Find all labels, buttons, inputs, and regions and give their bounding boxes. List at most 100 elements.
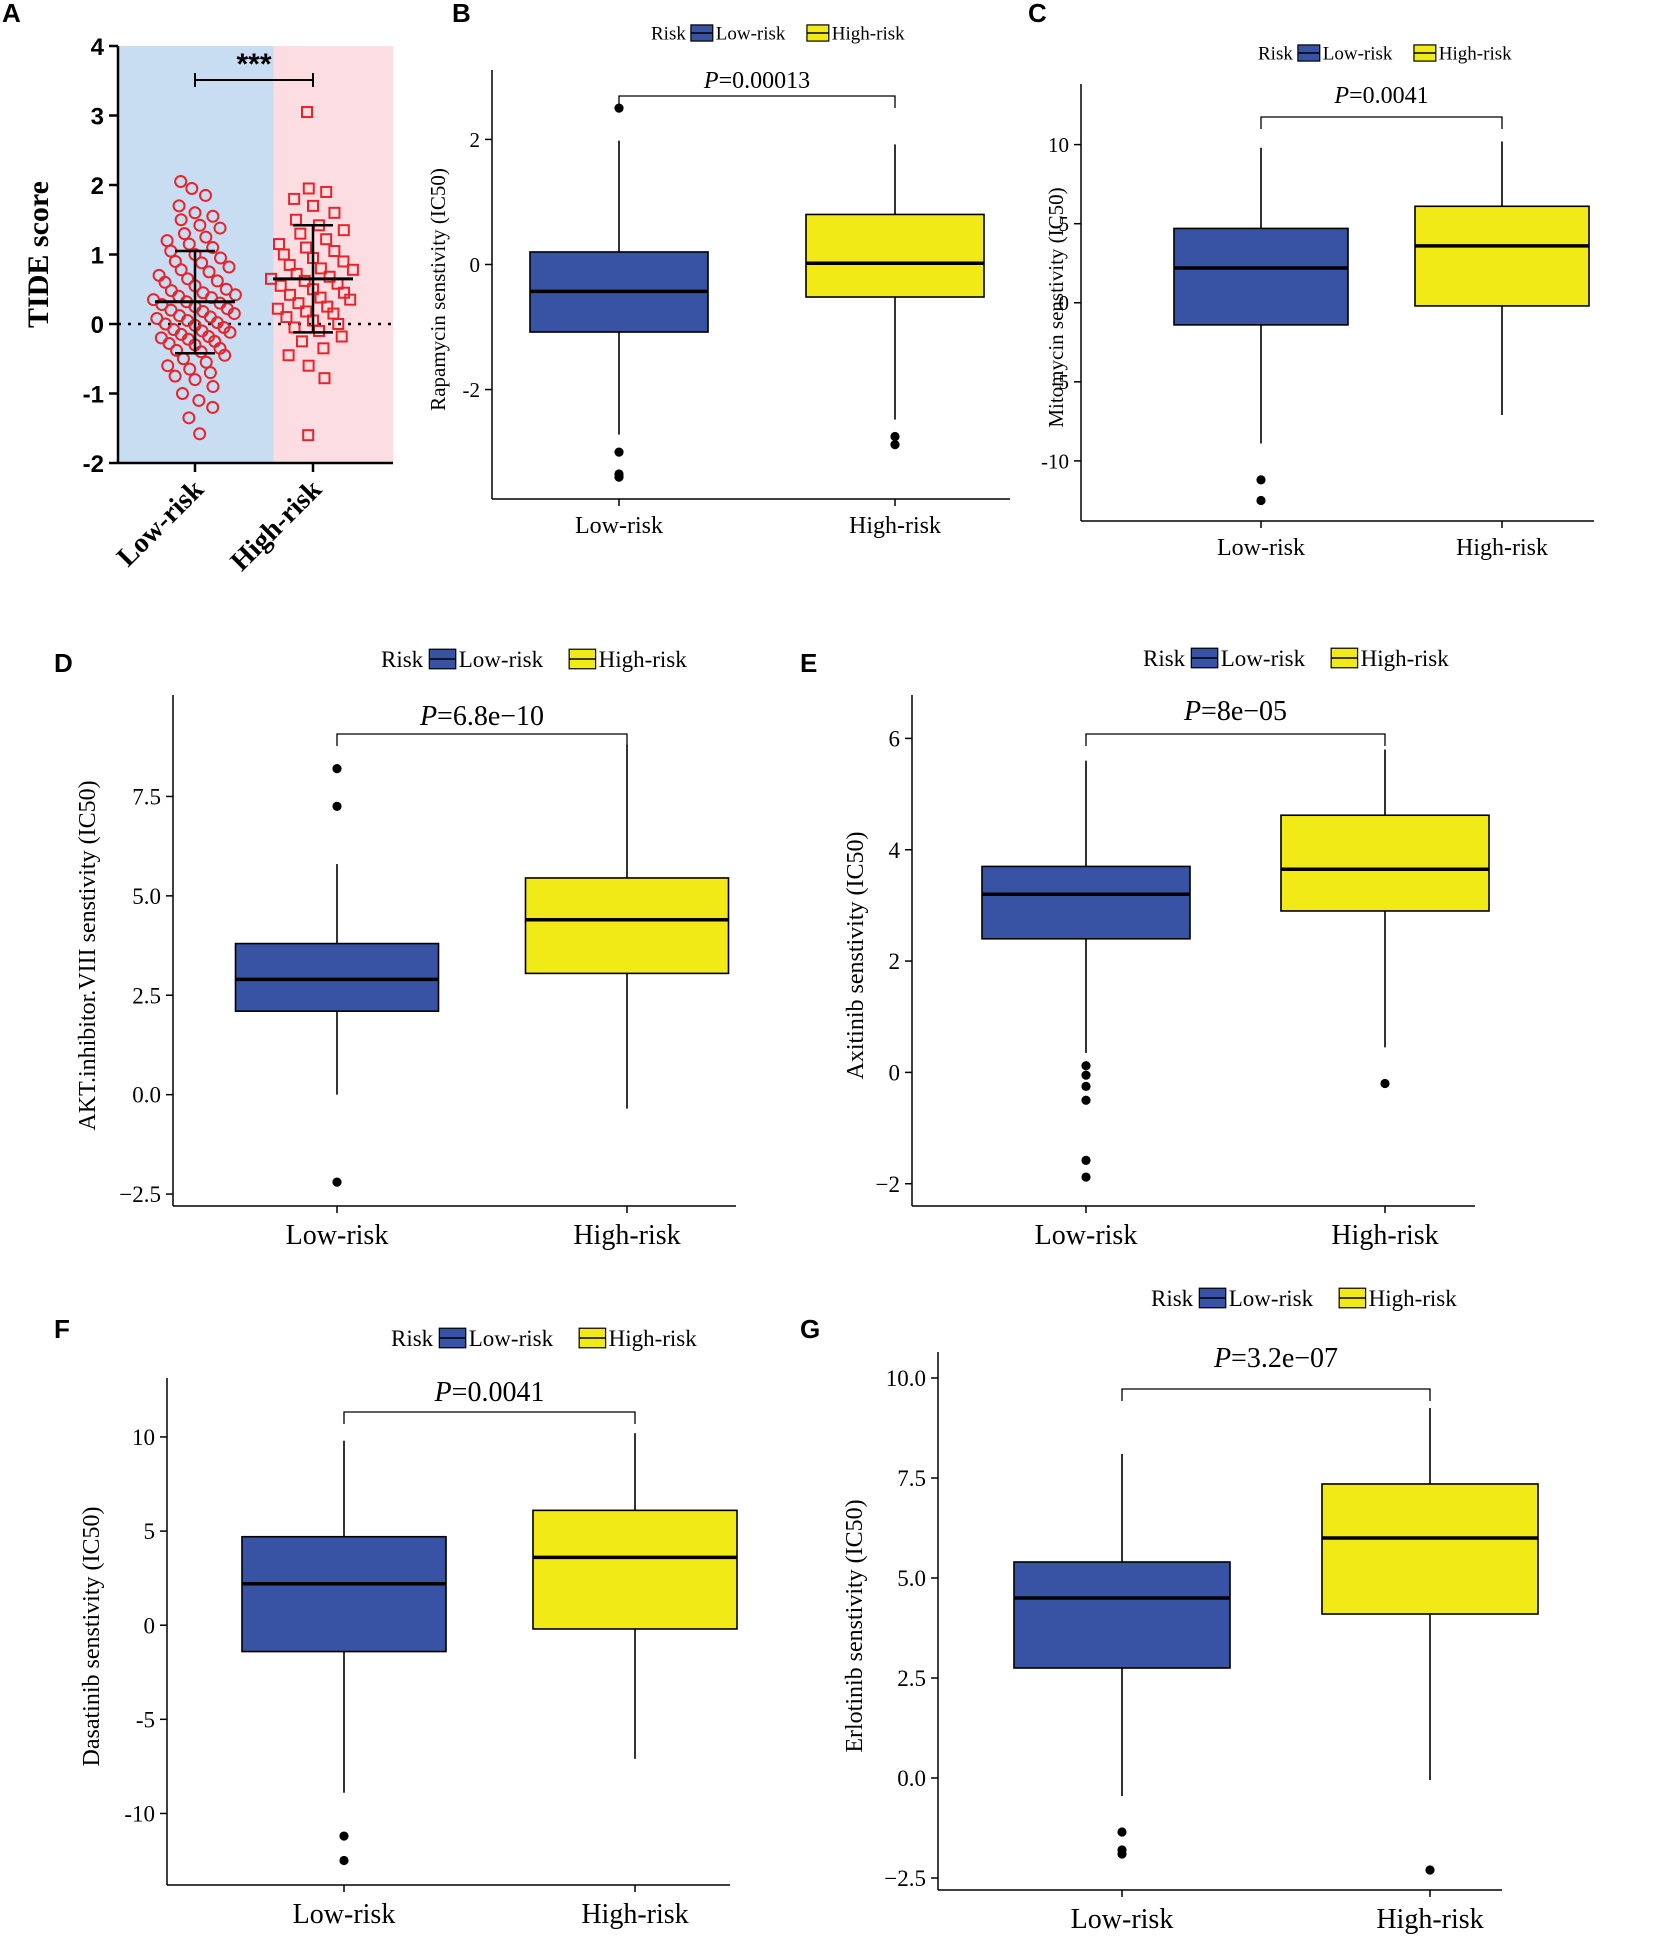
legend-label-high-risk: High-risk bbox=[599, 647, 688, 672]
data-point-low-risk bbox=[203, 366, 217, 380]
bg-high-risk bbox=[273, 46, 393, 463]
y-tick-label: 5 bbox=[1059, 212, 1070, 236]
outlier-point-low-risk bbox=[1117, 1849, 1127, 1859]
outlier-point-high-risk bbox=[1380, 1078, 1390, 1089]
pvalue-bracket bbox=[343, 1411, 636, 1424]
data-point-low-risk bbox=[174, 213, 188, 227]
x-tick-label-high-risk: High-risk bbox=[849, 513, 941, 539]
data-point-low-risk bbox=[174, 263, 188, 277]
box-high-risk bbox=[805, 213, 985, 298]
data-point-low-risk bbox=[158, 275, 172, 289]
box-low-risk bbox=[981, 865, 1191, 940]
y-axis-title: Mitomycin senstivity (IC50) bbox=[1044, 187, 1068, 427]
pvalue-bracket bbox=[1085, 733, 1386, 746]
data-point-high-risk bbox=[328, 245, 341, 258]
data-point-high-risk bbox=[337, 255, 350, 268]
panel-label-a: A bbox=[2, 0, 21, 28]
pvalue-p: P bbox=[419, 701, 437, 732]
y-tick-label: 0.0 bbox=[897, 1766, 926, 1791]
data-point-high-risk bbox=[292, 297, 305, 310]
y-tick-label: -10 bbox=[124, 1802, 155, 1827]
data-point-low-risk bbox=[214, 251, 228, 265]
legend-title: Risk bbox=[381, 647, 424, 672]
y-tick-label: -1 bbox=[83, 382, 104, 409]
data-point-low-risk bbox=[218, 348, 232, 362]
y-tick-label: -2 bbox=[83, 451, 104, 478]
data-point-high-risk bbox=[314, 262, 327, 275]
x-tick-label-high-risk: High-risk bbox=[225, 474, 329, 578]
data-point-high-risk bbox=[320, 233, 333, 246]
data-point-low-risk bbox=[206, 209, 220, 223]
legend-title: Risk bbox=[1151, 1286, 1194, 1311]
data-point-high-risk bbox=[335, 330, 348, 343]
x-tick-label-high-risk: High-risk bbox=[573, 1220, 680, 1251]
data-point-low-risk bbox=[175, 387, 189, 400]
y-tick-label: 10 bbox=[1048, 133, 1069, 157]
outlier-point-high-risk bbox=[890, 431, 900, 442]
panel-d-akt-inhibitor-boxplot: 7.5 5.0 2.5 0.0 −2.5 AKT.inhibitor.VIII senst… bbox=[75, 647, 736, 1251]
panel-a-tide-scatter: 4 3 2 1 0 -1 -2 TIDE score Low-risk High-risk *** bbox=[22, 34, 393, 577]
outlier-point-low-risk bbox=[614, 447, 624, 457]
legend-label-high-risk: High-risk bbox=[1361, 646, 1450, 671]
data-point-high-risk bbox=[328, 206, 341, 219]
data-point-high-risk bbox=[344, 293, 357, 306]
y-tick-label: 2 bbox=[91, 173, 104, 200]
data-point-high-risk bbox=[295, 335, 308, 348]
y-tick-label: 0 bbox=[144, 1613, 156, 1638]
box-high-risk bbox=[532, 1509, 738, 1630]
y-tick-label: 0 bbox=[91, 312, 104, 339]
outlier-point-low-risk bbox=[332, 801, 342, 811]
y-axis-title: Axitinib senstivity (IC50) bbox=[843, 832, 869, 1080]
x-tick-label-high-risk: High-risk bbox=[1331, 1220, 1438, 1251]
outlier-point-low-risk bbox=[332, 764, 342, 774]
legend-label-low-risk: Low-risk bbox=[1229, 1286, 1314, 1311]
data-point-high-risk bbox=[321, 300, 334, 313]
y-tick-label: 10 bbox=[132, 1425, 155, 1450]
data-point-low-risk bbox=[199, 188, 213, 202]
outlier-point-low-risk bbox=[1081, 1155, 1091, 1165]
outlier-point-low-risk bbox=[1256, 495, 1266, 506]
panel-label-g: G bbox=[800, 1314, 820, 1344]
x-tick-label-low-risk: Low-risk bbox=[286, 1220, 389, 1251]
pvalue-bracket bbox=[618, 95, 896, 108]
data-point-low-risk bbox=[223, 325, 237, 339]
pvalue-value: =0.0041 bbox=[452, 1377, 545, 1408]
data-point-low-risk bbox=[162, 336, 176, 350]
x-tick-label-low-risk: Low-risk bbox=[1035, 1220, 1138, 1251]
panel-label-f: F bbox=[54, 1314, 70, 1344]
data-point-high-risk bbox=[302, 359, 315, 372]
data-point-low-risk bbox=[174, 175, 188, 189]
data-point-high-risk bbox=[302, 429, 315, 442]
outlier-point-high-risk bbox=[1425, 1865, 1435, 1875]
data-point-low-risk bbox=[222, 260, 236, 274]
y-axis-title: AKT.inhibitor.VIII senstivity (IC50) bbox=[75, 780, 101, 1130]
legend-title: Risk bbox=[1143, 646, 1186, 671]
pvalue-label: P=8e−05 bbox=[1183, 696, 1287, 727]
data-point-high-risk bbox=[294, 227, 307, 240]
outlier-point-low-risk bbox=[1256, 475, 1266, 485]
data-point-high-risk bbox=[323, 270, 336, 283]
legend-title: Risk bbox=[651, 24, 686, 45]
y-tick-label: −2.5 bbox=[119, 1182, 161, 1207]
y-tick-label: 2.5 bbox=[132, 983, 161, 1008]
y-tick-label: 5.0 bbox=[132, 884, 161, 909]
legend-title: Risk bbox=[391, 1326, 434, 1351]
y-tick-label: 3 bbox=[91, 104, 104, 131]
legend-label-low-risk: Low-risk bbox=[716, 24, 786, 45]
pvalue-p: P bbox=[703, 68, 719, 94]
legend-label-high-risk: High-risk bbox=[1439, 44, 1512, 65]
y-tick-label: 10.0 bbox=[886, 1366, 926, 1391]
panel-label-d: D bbox=[54, 648, 73, 678]
y-tick-label: 2 bbox=[470, 128, 481, 152]
y-tick-label: 7.5 bbox=[132, 785, 161, 810]
legend-label-low-risk: Low-risk bbox=[1323, 44, 1393, 65]
panel-label-e: E bbox=[800, 648, 817, 678]
pvalue-label: P=0.00013 bbox=[703, 68, 810, 94]
data-point-low-risk bbox=[181, 272, 195, 286]
data-point-high-risk bbox=[318, 372, 331, 385]
outlier-point-low-risk bbox=[1081, 1070, 1091, 1080]
data-point-high-risk bbox=[284, 288, 297, 301]
x-tick-label-low-risk: Low-risk bbox=[1071, 1904, 1174, 1935]
data-point-high-risk bbox=[301, 106, 313, 119]
